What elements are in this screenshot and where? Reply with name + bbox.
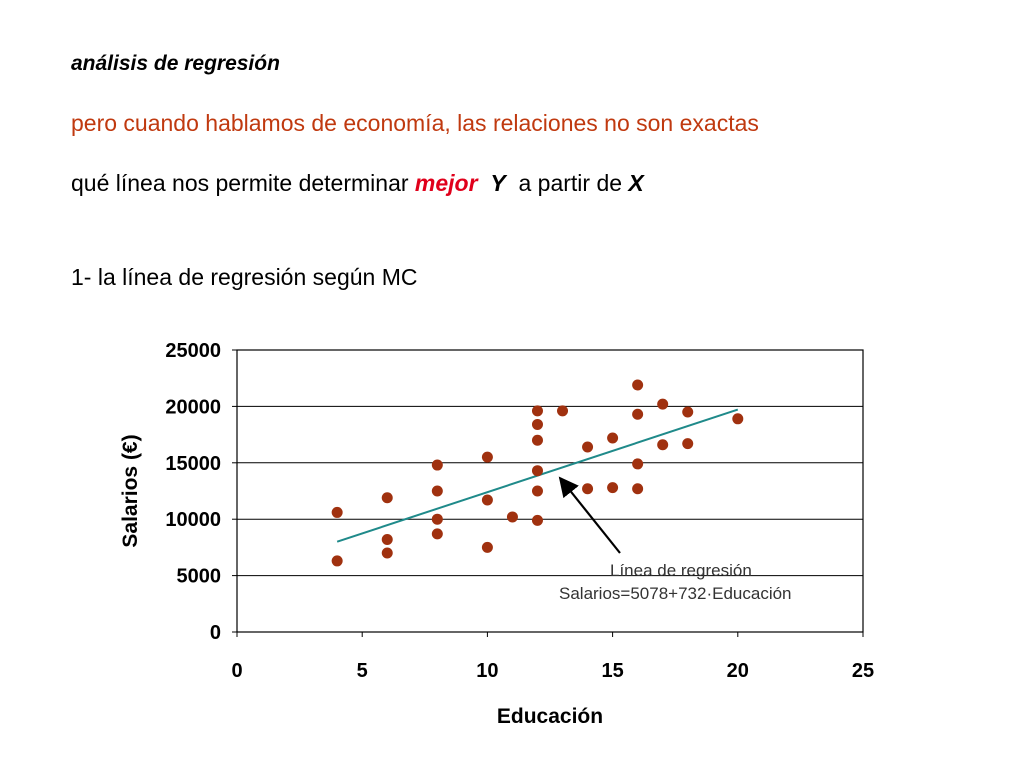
data-point-8 (431, 528, 443, 540)
data-point-12 (506, 511, 518, 523)
data-point-28 (657, 398, 669, 410)
question-part1: qué línea nos permite determinar (71, 170, 409, 196)
y-tick-label-1: 5000 (177, 566, 222, 588)
heading: análisis de regresión (71, 52, 280, 75)
data-point-11 (481, 541, 493, 553)
data-point-30 (682, 406, 694, 418)
data-point-22 (607, 432, 619, 444)
item1: 1- la línea de regresión según MC (71, 264, 418, 290)
data-point-31 (682, 438, 694, 450)
x-tick-labels: 0 5 10 15 20 25 (231, 632, 874, 682)
plot-area (236, 349, 864, 633)
data-point-3 (381, 534, 393, 546)
y-tick-labels: 0 5000 10000 15000 20000 25000 (165, 340, 237, 644)
data-point-29 (657, 439, 669, 451)
data-point-26 (632, 458, 644, 470)
data-point-20 (582, 441, 594, 453)
annotation-label-2: Salarios=5078+732·Educación (559, 584, 792, 603)
data-point-25 (632, 408, 644, 420)
y-tick-label-4: 20000 (165, 396, 221, 418)
subtitle: pero cuando hablamos de economía, las re… (71, 110, 759, 136)
data-point-21 (582, 483, 594, 495)
x-tick-label-2: 10 (476, 660, 498, 682)
data-point-2 (381, 492, 393, 504)
annotation-label-1: Línea de regresión (610, 561, 752, 580)
data-point-27 (632, 483, 644, 495)
question-word-best: mejor (414, 170, 478, 196)
data-point-4 (381, 547, 393, 559)
x-tick-label-4: 20 (727, 660, 749, 682)
y-axis-label: Salarios (€) (119, 434, 142, 547)
y-tick-label-2: 10000 (165, 509, 221, 531)
data-point-1 (331, 555, 343, 567)
grid-lines (237, 405, 863, 577)
data-points (331, 379, 744, 567)
data-point-18 (531, 405, 543, 417)
question-word-x: X (628, 170, 644, 196)
data-point-13 (531, 418, 543, 430)
data-point-15 (531, 465, 543, 477)
y-tick-label-3: 15000 (165, 453, 221, 475)
data-point-6 (431, 485, 443, 497)
question-word-y: Y (490, 170, 506, 196)
data-point-19 (557, 405, 569, 417)
question: qué línea nos permite determinar mejor Y… (71, 170, 644, 197)
y-tick-label-5: 25000 (165, 340, 221, 362)
x-axis-label: Educación (497, 705, 603, 728)
x-tick-label-5: 25 (852, 660, 874, 682)
y-tick-label-0: 0 (210, 622, 221, 644)
data-point-23 (607, 482, 619, 494)
data-point-5 (431, 459, 443, 471)
data-point-17 (531, 514, 543, 526)
data-point-10 (481, 494, 493, 506)
question-part2: a partir de (518, 170, 623, 196)
data-point-9 (481, 451, 493, 463)
data-point-0 (331, 506, 343, 518)
annotation-arrow (558, 476, 621, 554)
x-tick-label-3: 15 (601, 660, 623, 682)
data-point-32 (732, 413, 744, 425)
data-point-14 (531, 434, 543, 446)
x-tick-label-1: 5 (357, 660, 368, 682)
data-point-24 (632, 379, 644, 391)
data-point-16 (531, 485, 543, 497)
x-tick-label-0: 0 (231, 660, 242, 682)
data-point-7 (431, 513, 443, 525)
